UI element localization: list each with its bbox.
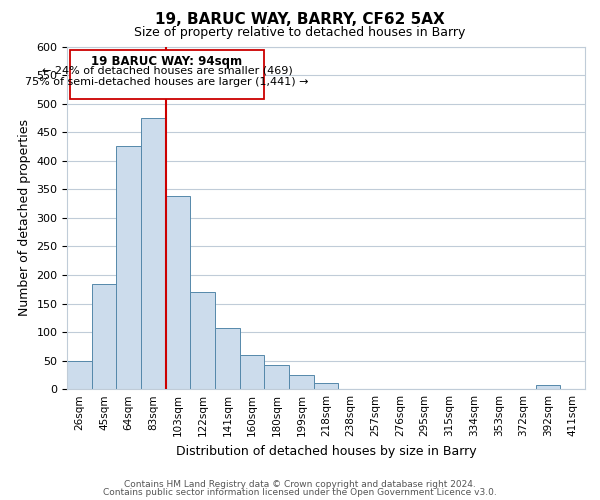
Bar [289,375,314,389]
Bar [116,146,141,389]
Text: 19, BARUC WAY, BARRY, CF62 5AX: 19, BARUC WAY, BARRY, CF62 5AX [155,12,445,28]
Bar [314,384,338,389]
Bar [265,364,289,389]
Text: Contains HM Land Registry data © Crown copyright and database right 2024.: Contains HM Land Registry data © Crown c… [124,480,476,489]
Bar [215,328,240,389]
Bar [92,284,116,389]
Bar [536,384,560,389]
Text: 75% of semi-detached houses are larger (1,441) →: 75% of semi-detached houses are larger (… [25,77,309,87]
Bar [190,292,215,389]
Bar [240,355,265,389]
Text: 19 BARUC WAY: 94sqm: 19 BARUC WAY: 94sqm [91,55,242,68]
Bar [67,360,92,389]
Bar [141,118,166,389]
Text: ← 24% of detached houses are smaller (469): ← 24% of detached houses are smaller (46… [41,66,292,76]
X-axis label: Distribution of detached houses by size in Barry: Distribution of detached houses by size … [176,444,476,458]
Text: Size of property relative to detached houses in Barry: Size of property relative to detached ho… [134,26,466,39]
Bar [166,196,190,389]
Y-axis label: Number of detached properties: Number of detached properties [17,120,31,316]
Text: Contains public sector information licensed under the Open Government Licence v3: Contains public sector information licen… [103,488,497,497]
FancyBboxPatch shape [70,50,265,99]
